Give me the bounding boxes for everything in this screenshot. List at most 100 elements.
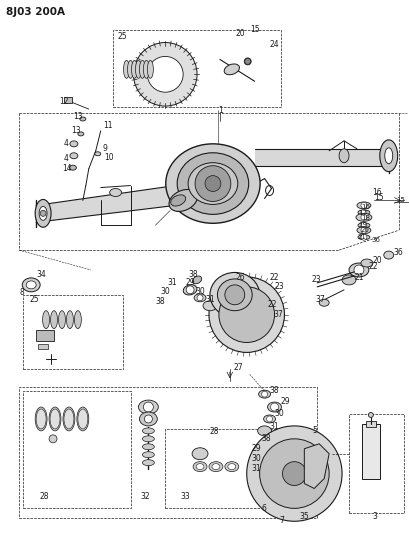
Ellipse shape: [177, 153, 248, 214]
Bar: [23, 295, 122, 369]
Ellipse shape: [211, 464, 219, 470]
Text: 23: 23: [310, 276, 320, 285]
Text: 7: 7: [279, 516, 284, 525]
Ellipse shape: [170, 195, 185, 206]
Ellipse shape: [26, 281, 36, 289]
Bar: [36, 329, 54, 342]
Circle shape: [40, 211, 46, 216]
Circle shape: [143, 402, 153, 412]
Bar: [348, 414, 402, 513]
Text: 21: 21: [357, 234, 366, 240]
Text: 21: 21: [354, 273, 364, 282]
Ellipse shape: [50, 409, 60, 429]
Text: 8J03 200A: 8J03 200A: [7, 7, 65, 17]
Text: 36: 36: [393, 248, 402, 256]
Text: 27: 27: [233, 363, 243, 372]
Text: 29: 29: [280, 397, 290, 406]
Text: 30: 30: [251, 454, 261, 463]
Circle shape: [270, 403, 278, 411]
Text: 37: 37: [273, 310, 283, 319]
Circle shape: [209, 277, 284, 352]
Ellipse shape: [267, 402, 281, 412]
Text: 8: 8: [19, 288, 24, 297]
Text: 31: 31: [251, 464, 261, 473]
Ellipse shape: [147, 60, 153, 78]
Text: 29: 29: [185, 278, 194, 287]
Ellipse shape: [49, 407, 61, 431]
Ellipse shape: [193, 294, 205, 302]
Ellipse shape: [379, 140, 397, 172]
Circle shape: [261, 391, 267, 397]
Text: 28: 28: [209, 427, 219, 437]
Text: 35: 35: [299, 512, 308, 521]
Ellipse shape: [50, 311, 57, 328]
Text: 16: 16: [371, 188, 380, 197]
Ellipse shape: [356, 227, 370, 234]
Text: 4: 4: [64, 154, 69, 163]
Circle shape: [360, 203, 366, 208]
Ellipse shape: [384, 148, 392, 164]
Text: 22: 22: [269, 273, 279, 282]
Text: 15: 15: [373, 193, 382, 202]
Text: 6: 6: [261, 504, 266, 513]
Ellipse shape: [138, 400, 158, 414]
Ellipse shape: [143, 60, 149, 78]
Ellipse shape: [70, 153, 78, 159]
Text: 38: 38: [188, 270, 197, 279]
Text: 4: 4: [64, 139, 69, 148]
Circle shape: [246, 426, 341, 521]
Text: 15: 15: [250, 25, 260, 34]
Text: 34: 34: [36, 270, 46, 279]
Ellipse shape: [355, 213, 371, 221]
Text: 38: 38: [155, 297, 164, 306]
Text: 38: 38: [261, 434, 271, 443]
Ellipse shape: [192, 448, 207, 459]
Text: 11: 11: [103, 122, 113, 131]
Bar: [23, 391, 130, 508]
Ellipse shape: [64, 409, 74, 429]
Ellipse shape: [78, 132, 83, 136]
Text: 37: 37: [315, 295, 324, 304]
Circle shape: [282, 462, 306, 486]
Ellipse shape: [188, 163, 237, 205]
Ellipse shape: [142, 459, 154, 466]
Ellipse shape: [58, 311, 65, 328]
Text: 20: 20: [360, 227, 369, 233]
Ellipse shape: [224, 64, 239, 75]
Ellipse shape: [35, 407, 47, 431]
Circle shape: [360, 209, 366, 215]
Ellipse shape: [74, 311, 81, 328]
Ellipse shape: [135, 60, 141, 78]
Ellipse shape: [109, 189, 121, 197]
Circle shape: [259, 439, 328, 508]
Bar: [365, 421, 375, 427]
Text: 24: 24: [269, 40, 279, 49]
Text: 31: 31: [204, 295, 214, 304]
Bar: [361, 424, 379, 479]
Text: 12: 12: [59, 96, 68, 106]
Ellipse shape: [258, 390, 270, 398]
Ellipse shape: [142, 436, 154, 442]
Text: 26: 26: [235, 273, 245, 282]
Text: 20: 20: [372, 255, 382, 264]
Circle shape: [218, 287, 274, 343]
Circle shape: [144, 415, 152, 423]
Ellipse shape: [209, 272, 259, 317]
Text: 17: 17: [357, 211, 366, 216]
Circle shape: [133, 43, 197, 106]
Ellipse shape: [142, 444, 154, 450]
Ellipse shape: [383, 251, 393, 259]
Circle shape: [197, 295, 202, 301]
Polygon shape: [36, 185, 175, 222]
Ellipse shape: [263, 415, 275, 423]
Ellipse shape: [360, 259, 372, 267]
Text: 19: 19: [357, 222, 366, 228]
Circle shape: [360, 214, 366, 220]
Text: 5: 5: [312, 426, 317, 435]
Ellipse shape: [142, 428, 154, 434]
Text: 20: 20: [235, 29, 245, 38]
Text: 28: 28: [39, 492, 49, 501]
Ellipse shape: [244, 58, 251, 65]
Text: 33: 33: [180, 492, 189, 501]
Circle shape: [195, 166, 230, 201]
